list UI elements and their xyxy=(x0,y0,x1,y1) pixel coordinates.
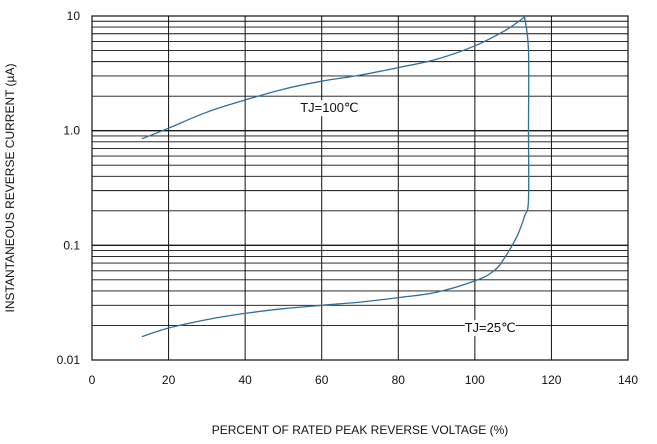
series-line-2 xyxy=(141,16,530,338)
curve-label: TJ=25℃ xyxy=(465,320,516,335)
x-tick-label: 40 xyxy=(238,373,252,387)
x-tick-label: 80 xyxy=(392,373,406,387)
annotations: TJ=100℃ TJ=25℃ xyxy=(300,100,516,337)
y-tick-label: 0.01 xyxy=(57,353,81,367)
annotation-background xyxy=(464,320,516,337)
grid xyxy=(92,16,628,360)
y-tick-label: 1.0 xyxy=(63,124,80,138)
x-tick-label: 140 xyxy=(618,373,638,387)
annotation-background xyxy=(300,100,359,117)
x-tick-label: 120 xyxy=(541,373,561,387)
x-tick-label: 60 xyxy=(315,373,329,387)
series-line-1 xyxy=(141,16,525,140)
x-tick-label: 0 xyxy=(89,373,96,387)
tick-labels: 0 20 40 60 80 100 120 140 0.01 0.1 1.0 10 xyxy=(57,9,639,387)
series-layer xyxy=(141,16,530,338)
x-tick-label: 20 xyxy=(162,373,176,387)
y-tick-label: 10 xyxy=(67,9,81,23)
x-tick-label: 100 xyxy=(465,373,485,387)
curve-label: TJ=100℃ xyxy=(300,100,358,115)
y-tick-label: 0.1 xyxy=(63,238,80,252)
x-axis-title: PERCENT OF RATED PEAK REVERSE VOLTAGE (%… xyxy=(212,423,509,437)
plot-frame xyxy=(91,15,629,361)
y-axis-title: INSTANTANEOUS REVERSE CURRENT (µA) xyxy=(3,64,17,313)
